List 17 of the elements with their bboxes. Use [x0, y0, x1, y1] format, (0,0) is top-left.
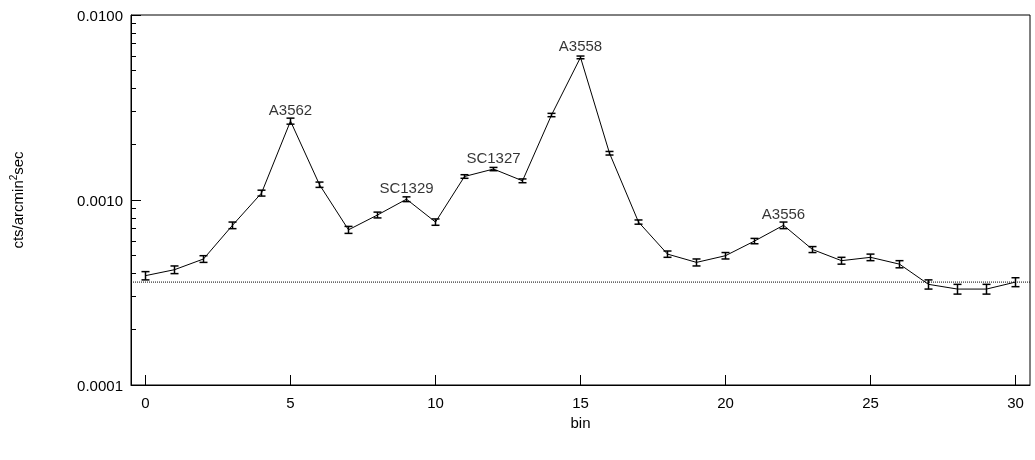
- annotation: A3558: [558, 37, 603, 55]
- annotation: SC1329: [379, 179, 434, 197]
- y-axis-title: cts/arcmin2sec: [7, 150, 26, 249]
- annotation: A3562: [268, 101, 313, 119]
- x-tick-label: 20: [717, 394, 734, 411]
- x-tick-label: 30: [1007, 394, 1024, 411]
- x-axis-title: bin: [570, 414, 591, 431]
- x-tick-label: 10: [427, 394, 444, 411]
- y-tick-label: 0.0001: [77, 376, 123, 394]
- y-tick-label: 0.0100: [77, 6, 123, 24]
- x-tick-label: 25: [862, 394, 879, 411]
- x-tick-label: 15: [572, 394, 589, 411]
- y-tick-label: 0.0010: [77, 191, 123, 209]
- x-tick-label: 5: [286, 394, 295, 411]
- x-tick-label: 0: [141, 394, 150, 411]
- annotation: SC1327: [466, 149, 521, 167]
- annotation: A3556: [761, 205, 806, 223]
